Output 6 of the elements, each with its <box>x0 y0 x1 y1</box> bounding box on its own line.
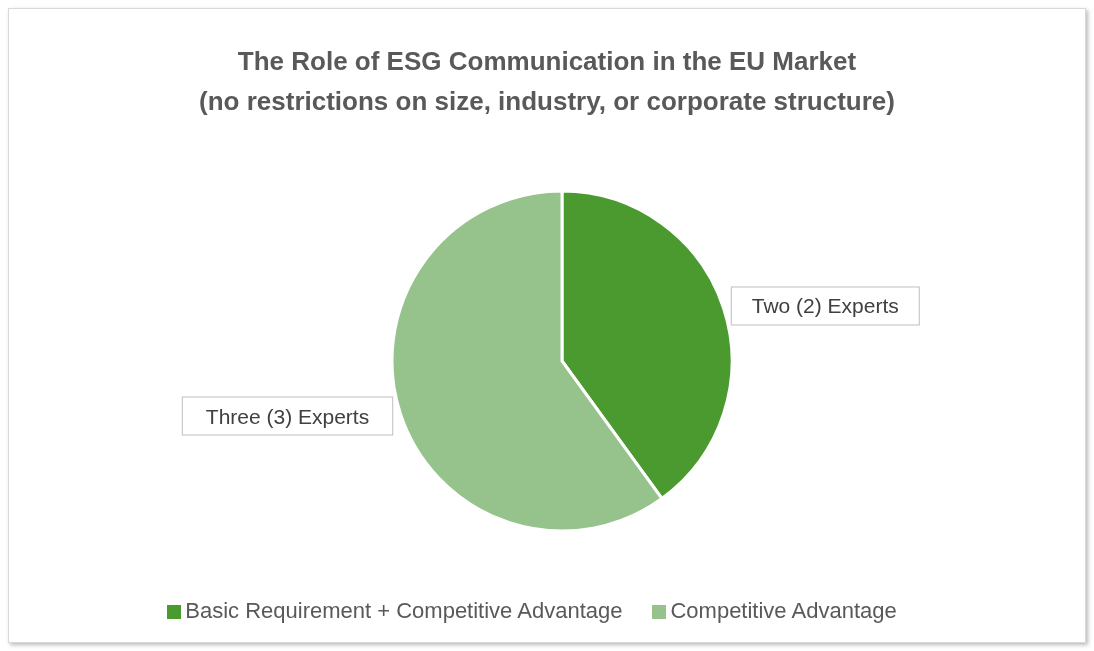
legend-label: Basic Requirement + Competitive Advantage <box>185 598 623 623</box>
chart-subtitle: (no restrictions on size, industry, or corporate structure) <box>198 85 896 118</box>
legend-label: Competitive Advantage <box>670 598 897 623</box>
chart-title: The Role of ESG Communication in the EU Market <box>236 45 858 78</box>
data-label: Two (2) Experts <box>751 294 899 318</box>
data-label: Three (3) Experts <box>205 404 370 428</box>
